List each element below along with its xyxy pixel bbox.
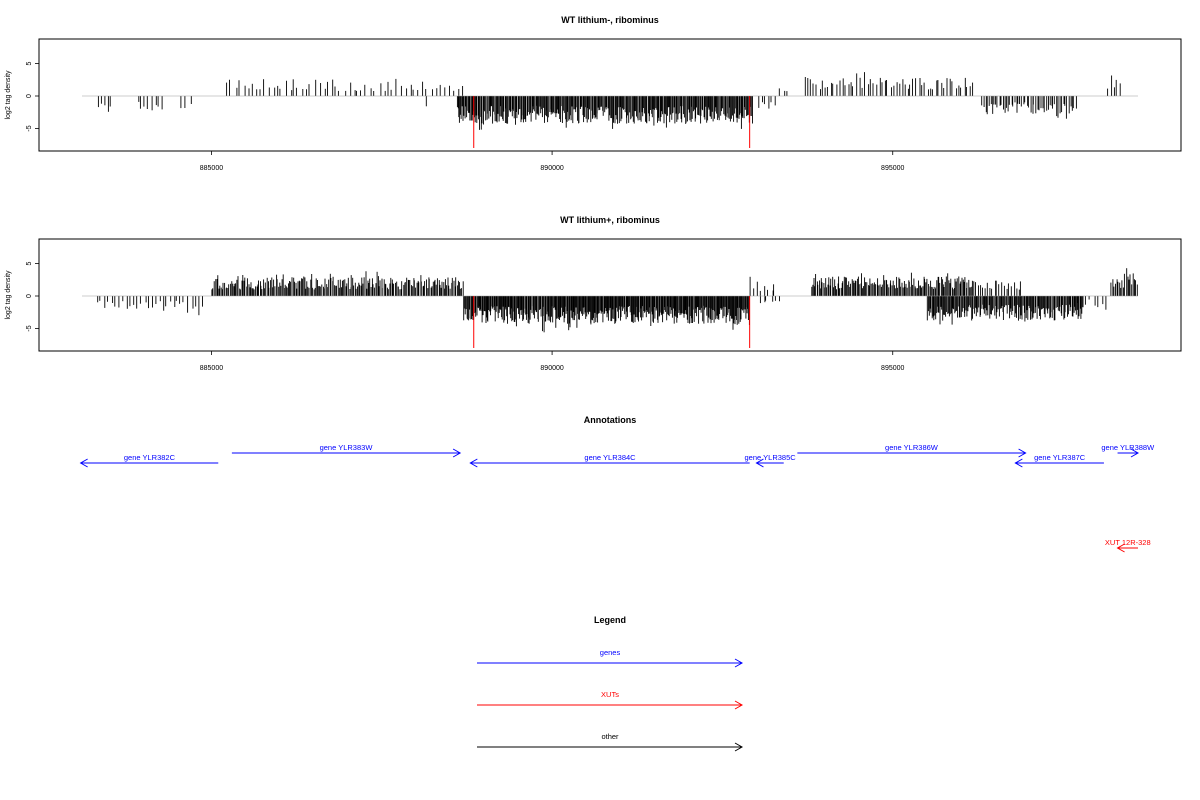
feature-label: gene YLR382C <box>124 453 176 462</box>
x-tick-label: 890000 <box>540 165 563 172</box>
panel-title: WT lithium+, ribominus <box>560 215 660 225</box>
feature-label: gene YLR388W <box>1101 443 1155 452</box>
legend-label: genes <box>600 648 621 657</box>
annotations-title: Annotations <box>584 415 637 425</box>
legend-items: genes XUTs other <box>477 648 744 752</box>
y-tick-label: -5 <box>26 125 33 131</box>
strand-arrowhead <box>452 448 462 458</box>
legend-label: other <box>601 732 619 741</box>
track-panel-lithium-minus: WT lithium-, ribominus log2 tag density … <box>5 15 1182 172</box>
y-tick-label: 5 <box>26 61 33 65</box>
y-axis: -5 0 5 <box>26 261 39 332</box>
strand-arrowhead <box>1130 448 1140 458</box>
bar-group <box>97 72 1121 130</box>
x-tick-label: 890000 <box>540 365 563 372</box>
feature-label: gene YLR386W <box>885 443 939 452</box>
bar-group <box>97 268 1138 333</box>
feature-label: gene YLR383W <box>320 443 374 452</box>
legend-arrowhead <box>734 742 744 752</box>
y-tick-label: 0 <box>26 94 33 98</box>
strand-arrowhead <box>1018 448 1027 458</box>
y-tick-label: -5 <box>26 325 33 331</box>
feature-label: gene YLR385C <box>745 453 797 462</box>
y-axis: -5 0 5 <box>26 61 39 132</box>
feature-label: gene YLR387C <box>1034 453 1086 462</box>
y-axis-label: log2 tag density <box>5 70 12 120</box>
x-tick-label: 895000 <box>881 165 904 172</box>
legend-arrowhead <box>734 658 744 668</box>
strand-arrowhead <box>1014 458 1023 468</box>
strand-arrowhead <box>1116 543 1125 553</box>
x-axis: 885000 890000 895000 <box>200 351 905 372</box>
legend-title: Legend <box>594 615 626 625</box>
legend-label: XUTs <box>601 690 619 699</box>
legend-arrowhead <box>734 700 744 710</box>
x-axis: 885000 890000 895000 <box>200 151 905 172</box>
y-tick-label: 0 <box>26 294 33 298</box>
feature-label: gene YLR384C <box>584 453 636 462</box>
plot-frame <box>38 238 1182 352</box>
strand-arrowhead <box>469 458 478 468</box>
panel-title: WT lithium-, ribominus <box>561 15 659 25</box>
x-tick-label: 885000 <box>200 165 223 172</box>
legend: Legend genes XUTs other <box>477 615 744 752</box>
feature-group: gene YLR382C gene YLR383W gene YLR384C gene… <box>79 443 1155 553</box>
strand-arrowhead <box>79 458 88 468</box>
y-axis-label: log2 tag density <box>5 270 12 320</box>
track-panel-lithium-plus: WT lithium+, ribominus log2 tag density … <box>5 215 1182 372</box>
x-tick-label: 885000 <box>200 365 223 372</box>
plot-frame <box>38 38 1182 152</box>
feature-label: XUT 12R-328 <box>1105 538 1151 547</box>
strand-arrowhead <box>755 458 764 468</box>
y-tick-label: 5 <box>26 261 33 265</box>
x-tick-label: 895000 <box>881 365 904 372</box>
